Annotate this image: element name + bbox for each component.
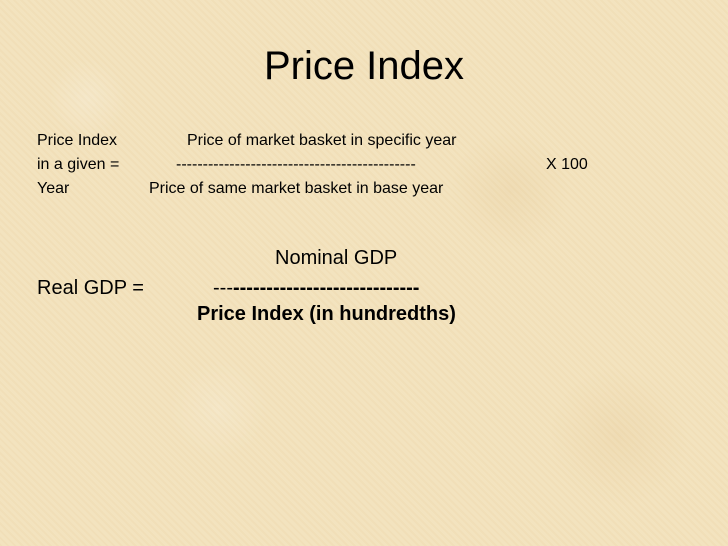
fraction-bar-bold: ----------------------------: [232, 277, 420, 299]
formula-lhs-line3: Year: [37, 180, 70, 197]
real-gdp-fraction-bar: -------------------------------: [213, 276, 419, 300]
slide-title: Price Index: [263, 44, 465, 88]
real-gdp-numerator: Nominal GDP: [275, 247, 398, 269]
formula-multiplier: X 100: [546, 156, 588, 173]
fraction-bar-start: ---: [213, 277, 233, 299]
formula-denominator: Price of same market basket in base year: [149, 180, 444, 197]
formula-fraction-bar: ----------------------------------------…: [176, 156, 416, 173]
real-gdp-lhs: Real GDP =: [37, 277, 144, 299]
formula-lhs-line2: in a given =: [37, 156, 120, 173]
real-gdp-denominator: Price Index (in hundredths): [197, 303, 456, 325]
formula-numerator: Price of market basket in specific year: [187, 132, 457, 149]
formula-lhs-line1: Price Index: [37, 132, 118, 149]
